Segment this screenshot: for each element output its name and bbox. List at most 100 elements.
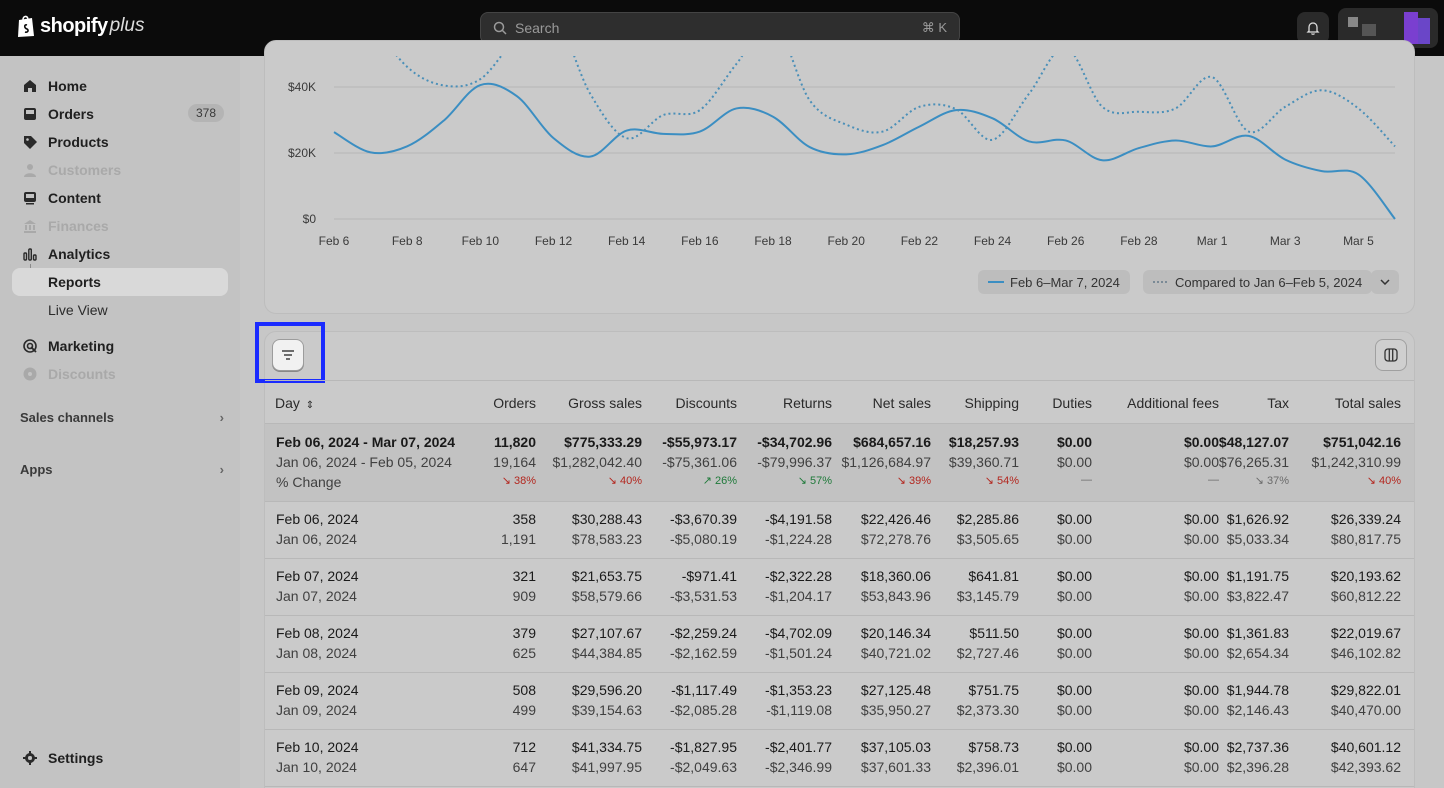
- row-compare-date: Jan 07, 2024: [276, 588, 357, 604]
- y-tick-label: $20K: [288, 146, 316, 160]
- sales-channels-label: Sales channels: [20, 410, 114, 425]
- column-header-duties[interactable]: Duties: [1052, 395, 1092, 411]
- row-value: $0.00: [1183, 511, 1219, 527]
- row-value: $22,019.67: [1330, 625, 1401, 641]
- row-value: $30,288.43: [571, 511, 642, 527]
- x-tick-label: Feb 26: [1047, 234, 1085, 248]
- row-value: $0.00: [1183, 682, 1219, 698]
- column-header-orders[interactable]: Orders: [493, 395, 536, 411]
- sidebar-item-settings[interactable]: Settings: [12, 744, 228, 772]
- row-value: $1,191.75: [1226, 568, 1289, 584]
- column-header-returns[interactable]: Returns: [782, 395, 832, 411]
- summary-previous-range: Jan 06, 2024 - Feb 05, 2024: [276, 454, 452, 470]
- chevron-down-icon: [1380, 279, 1390, 285]
- row-compare-value: $0.00: [1183, 702, 1219, 718]
- row-compare-date: Jan 08, 2024: [276, 645, 357, 661]
- gear-icon: [23, 751, 37, 765]
- table-row[interactable]: Feb 06, 2024 358 $30,288.43 -$3,670.39 -$4,1…: [265, 502, 1414, 559]
- row-value: $1,944.78: [1226, 682, 1289, 698]
- shopify-plus-logo[interactable]: shopify plus: [16, 14, 144, 38]
- sidebar-item-products[interactable]: Products: [12, 128, 228, 156]
- row-compare-value: $5,033.34: [1226, 531, 1289, 547]
- row-value: $758.73: [968, 739, 1019, 755]
- bell-icon: [1306, 22, 1320, 35]
- sidebar-item-discounts[interactable]: Discounts: [12, 360, 228, 388]
- orders-count-badge: 378: [187, 104, 224, 122]
- percent-change-badge: ↘ 40%: [607, 475, 642, 487]
- column-header-discounts[interactable]: Discounts: [675, 395, 737, 411]
- row-value: 508: [512, 682, 536, 698]
- summary-row: Feb 06, 2024 - Mar 07, 2024 11,820 $775,33…: [265, 424, 1414, 502]
- row-value: $0.00: [1056, 511, 1092, 527]
- row-value: -$4,702.09: [765, 625, 832, 641]
- x-tick-label: Feb 28: [1120, 234, 1158, 248]
- row-compare-value: $2,396.28: [1226, 759, 1289, 775]
- avatar-pixel: [1362, 24, 1376, 36]
- row-compare-value: $78,583.23: [571, 531, 642, 547]
- sidebar-item-analytics[interactable]: Analytics: [12, 240, 228, 268]
- column-header-total-sales[interactable]: Total sales: [1334, 395, 1401, 411]
- table-row[interactable]: Feb 07, 2024 321 $21,653.75 -$971.41 -$2,322…: [265, 559, 1414, 616]
- apps-label: Apps: [20, 462, 53, 477]
- percent-change-badge: ↘ 38%: [501, 475, 536, 487]
- row-compare-value: $3,822.47: [1226, 588, 1289, 604]
- row-value: $0.00: [1056, 739, 1092, 755]
- column-header-shipping[interactable]: Shipping: [964, 395, 1020, 411]
- table-row[interactable]: Feb 09, 2024 508 $29,596.20 -$1,117.49 -$1,3…: [265, 673, 1414, 730]
- row-value: $0.00: [1056, 568, 1092, 584]
- shopify-bag-icon: [18, 15, 34, 37]
- sidebar-item-content[interactable]: Content: [12, 184, 228, 212]
- content-icon: [24, 192, 36, 205]
- row-value: -$1,117.49: [671, 682, 737, 698]
- row-compare-value: -$2,049.63: [670, 759, 737, 775]
- summary-current-range: Feb 06, 2024 - Mar 07, 2024: [276, 434, 455, 450]
- sidebar-item-label: Content: [48, 190, 101, 206]
- row-compare-value: $41,997.95: [571, 759, 642, 775]
- filter-button[interactable]: [272, 339, 304, 371]
- comparison-dropdown-button[interactable]: [1371, 270, 1399, 294]
- column-header-net-sales[interactable]: Net sales: [872, 395, 931, 411]
- chevron-right-icon: ›: [219, 410, 224, 425]
- sidebar-item-marketing[interactable]: Marketing: [12, 332, 228, 360]
- column-header-day[interactable]: Day ⇕: [275, 395, 314, 411]
- row-compare-value: $60,812.22: [1330, 588, 1401, 604]
- column-header-additional-fees[interactable]: Additional fees: [1127, 395, 1219, 411]
- sidebar-item-live-view[interactable]: Live View: [48, 302, 108, 318]
- sidebar-item-home[interactable]: Home: [12, 72, 228, 100]
- row-compare-value: -$2,085.28: [670, 702, 737, 718]
- column-header-gross-sales[interactable]: Gross sales: [568, 395, 642, 411]
- notifications-button[interactable]: [1297, 12, 1329, 44]
- column-header-tax[interactable]: Tax: [1267, 395, 1289, 411]
- apps-section[interactable]: Apps ›: [20, 462, 224, 477]
- x-tick-label: Feb 18: [754, 234, 792, 248]
- row-compare-value: -$5,080.19: [670, 531, 737, 547]
- percent-change-badge: ↘ 40%: [1366, 475, 1401, 487]
- row-value: $20,193.62: [1330, 568, 1401, 584]
- legend-current-period[interactable]: Feb 6–Mar 7, 2024: [978, 270, 1130, 294]
- row-value: $20,146.34: [860, 625, 931, 641]
- row-value: -$2,259.24: [670, 625, 737, 641]
- table-row[interactable]: Feb 08, 2024 379 $27,107.67 -$2,259.24 -$4,7…: [265, 616, 1414, 673]
- percent-change-badge: ↘ 54%: [984, 475, 1019, 487]
- table-row[interactable]: Feb 10, 2024 712 $41,334.75 -$1,827.95 -$2,4…: [265, 730, 1414, 787]
- sort-icon: ⇕: [305, 400, 315, 411]
- columns-button[interactable]: [1375, 339, 1407, 371]
- x-tick-label: Feb 14: [608, 234, 646, 248]
- orders-icon: [24, 108, 36, 120]
- sidebar-item-orders[interactable]: Orders 378: [12, 100, 228, 128]
- sidebar-item-label: Reports: [48, 274, 101, 290]
- sidebar-item-customers[interactable]: Customers: [12, 156, 228, 184]
- sales-channels-section[interactable]: Sales channels ›: [20, 410, 224, 425]
- row-compare-value: $0.00: [1056, 645, 1092, 661]
- row-value: $641.81: [968, 568, 1019, 584]
- summary-current-value: $775,333.29: [564, 434, 642, 450]
- home-icon: [24, 80, 36, 92]
- legend-compare-period[interactable]: Compared to Jan 6–Feb 5, 2024: [1143, 270, 1373, 294]
- sidebar-item-finances[interactable]: Finances: [12, 212, 228, 240]
- brand-name: shopify: [40, 14, 108, 37]
- x-tick-label: Mar 1: [1197, 234, 1228, 248]
- sidebar-item-reports[interactable]: Reports: [12, 268, 228, 296]
- row-value: $37,105.03: [860, 739, 931, 755]
- row-compare-value: $0.00: [1183, 759, 1219, 775]
- legend-dotted-line-icon: [1153, 281, 1169, 283]
